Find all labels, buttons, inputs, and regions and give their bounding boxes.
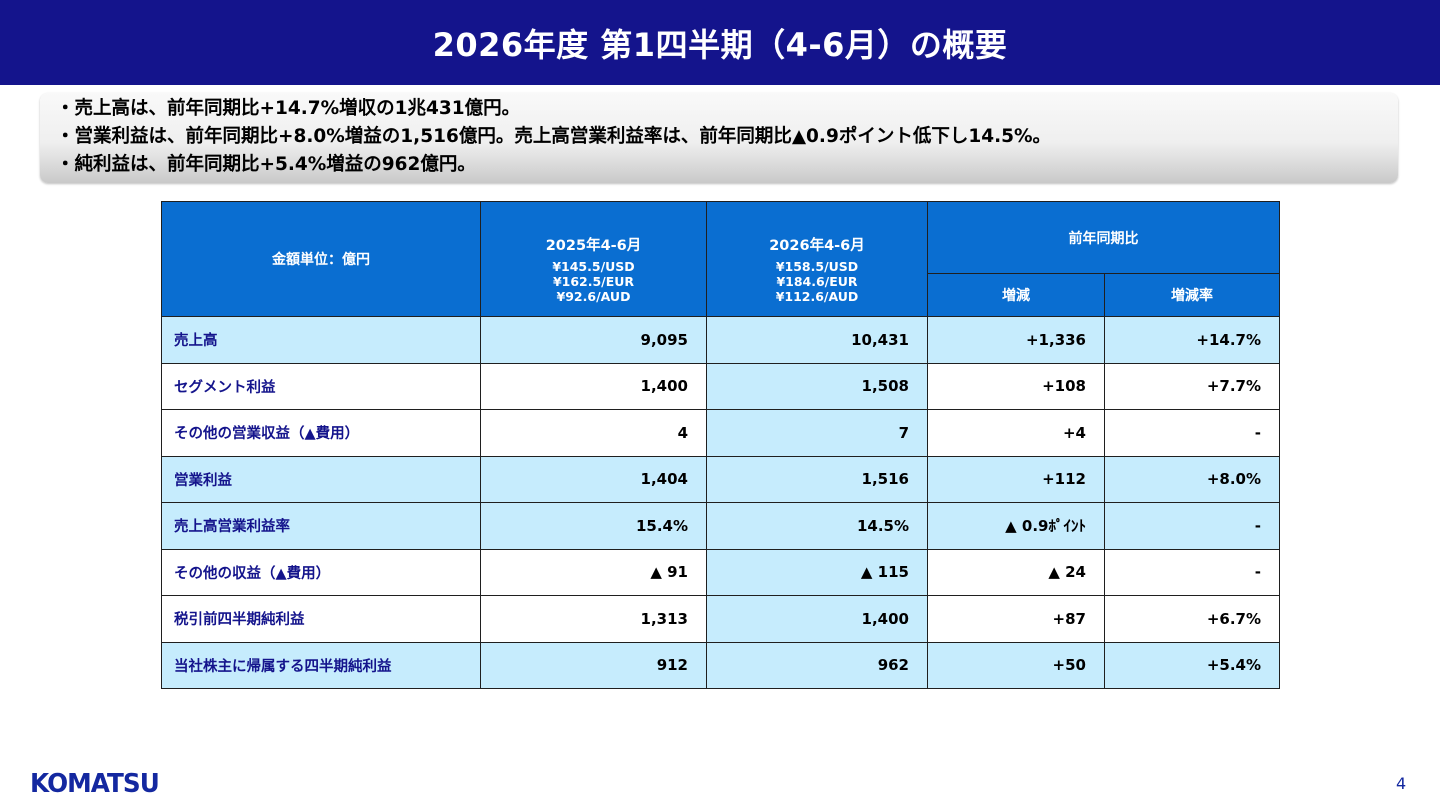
row-label: セグメント利益 (161, 362, 481, 410)
comparison-header: 前年同期比 (927, 201, 1280, 274)
value-prev: 1,400 (480, 362, 707, 410)
period-curr-header: 2026年4-6月 ¥158.5/USD ¥184.6/EUR ¥112.6/A… (706, 201, 928, 317)
period-prev-rate-usd: ¥145.5/USD (552, 259, 635, 274)
row-label: 税引前四半期純利益 (161, 595, 481, 643)
period-prev-rate-aud: ¥92.6/AUD (556, 289, 631, 304)
slide-header: 2026年度 第1四半期（4-6月）の概要 (0, 0, 1440, 85)
value-change: ▲ 24 (927, 548, 1105, 596)
value-curr: 1,508 (706, 362, 928, 410)
value-curr: 962 (706, 641, 928, 689)
value-prev: 1,313 (480, 595, 707, 643)
table-row: 売上高営業利益率 15.4% 14.5% ▲ 0.9ﾎﾟｲﾝﾄ - (161, 502, 1280, 550)
value-curr: 14.5% (706, 502, 928, 550)
value-change: +112 (927, 455, 1105, 503)
value-rate: - (1104, 409, 1280, 457)
slide-title: 2026年度 第1四半期（4-6月）の概要 (432, 25, 1008, 64)
value-curr: 1,400 (706, 595, 928, 643)
period-prev-header: 2025年4-6月 ¥145.5/USD ¥162.5/EUR ¥92.6/AU… (480, 201, 707, 317)
value-prev: 912 (480, 641, 707, 689)
summary-line-2: ・営業利益は、前年同期比+8.0%増益の1,516億円。売上高営業利益率は、前年… (56, 126, 1052, 147)
value-rate: +5.4% (1104, 641, 1280, 689)
value-rate: +14.7% (1104, 316, 1280, 364)
period-curr-rate-aud: ¥112.6/AUD (775, 289, 859, 304)
summary-line-1: ・売上高は、前年同期比+14.7%増収の1兆431億円。 (56, 98, 521, 119)
value-change: +1,336 (927, 316, 1105, 364)
period-curr-rate-eur: ¥184.6/EUR (776, 274, 858, 289)
table-row: 当社株主に帰属する四半期純利益 912 962 +50 +5.4% (161, 641, 1280, 689)
value-rate: - (1104, 548, 1280, 596)
value-rate: +6.7% (1104, 595, 1280, 643)
value-curr: 1,516 (706, 455, 928, 503)
row-label: 売上高営業利益率 (161, 502, 481, 550)
period-curr-label: 2026年4-6月 (769, 238, 865, 254)
value-change: +50 (927, 641, 1105, 689)
table-row: セグメント利益 1,400 1,508 +108 +7.7% (161, 362, 1280, 410)
value-prev: 4 (480, 409, 707, 457)
row-label: その他の営業収益（▲費用） (161, 409, 481, 457)
period-prev-label: 2025年4-6月 (545, 238, 642, 254)
value-curr: ▲ 115 (706, 548, 928, 596)
value-prev: 15.4% (480, 502, 707, 550)
table-row: 営業利益 1,404 1,516 +112 +8.0% (161, 455, 1280, 503)
table-row: 税引前四半期純利益 1,313 1,400 +87 +6.7% (161, 595, 1280, 643)
value-change: +87 (927, 595, 1105, 643)
period-curr-rate-usd: ¥158.5/USD (775, 259, 859, 274)
financial-table: 金額単位：億円 2025年4-6月 ¥145.5/USD ¥162.5/EUR … (161, 201, 1280, 689)
value-change: ▲ 0.9ﾎﾟｲﾝﾄ (927, 502, 1105, 550)
table-row: その他の収益（▲費用） ▲ 91 ▲ 115 ▲ 24 - (161, 548, 1280, 596)
row-label: 当社株主に帰属する四半期純利益 (161, 641, 481, 689)
change-rate-header: 増減率 (1104, 273, 1280, 317)
row-label: その他の収益（▲費用） (161, 548, 481, 596)
page-number: 4 (1396, 774, 1407, 793)
komatsu-logo: KOMATSU (30, 769, 160, 799)
value-change: +4 (927, 409, 1105, 457)
value-curr: 7 (706, 409, 928, 457)
value-rate: +8.0% (1104, 455, 1280, 503)
row-label: 売上高 (161, 316, 481, 364)
value-rate: - (1104, 502, 1280, 550)
value-curr: 10,431 (706, 316, 928, 364)
value-prev: ▲ 91 (480, 548, 707, 596)
summary-line-3: ・純利益は、前年同期比+5.4%増益の962億円。 (56, 154, 476, 175)
value-prev: 9,095 (480, 316, 707, 364)
unit-label-header: 金額単位：億円 (161, 201, 481, 317)
table-row: 売上高 9,095 10,431 +1,336 +14.7% (161, 316, 1280, 364)
period-prev-rate-eur: ¥162.5/EUR (552, 274, 635, 289)
value-change: +108 (927, 362, 1105, 410)
value-rate: +7.7% (1104, 362, 1280, 410)
summary-box: ・売上高は、前年同期比+14.7%増収の1兆431億円。 ・営業利益は、前年同期… (40, 93, 1398, 183)
value-prev: 1,404 (480, 455, 707, 503)
change-header: 増減 (927, 273, 1105, 317)
row-label: 営業利益 (161, 455, 481, 503)
table-row: その他の営業収益（▲費用） 4 7 +4 - (161, 409, 1280, 457)
